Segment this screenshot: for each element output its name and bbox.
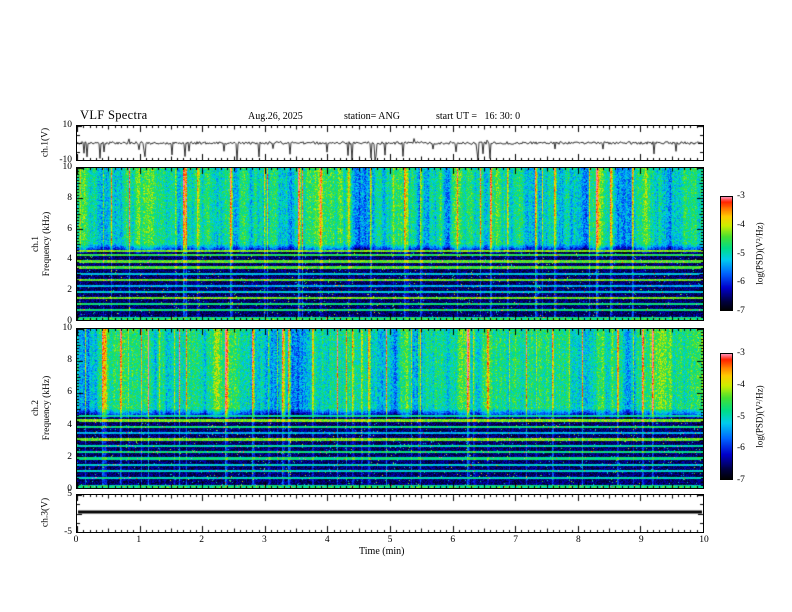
date-label: Aug.26, 2025 (248, 111, 303, 122)
freq-ytick: 10 (62, 323, 73, 333)
ch3-waveform-plot (77, 495, 703, 532)
freq-ytick: 6 (67, 223, 72, 234)
colorbar-tick: -4 (737, 379, 745, 390)
start-ut-label: start UT = 16: 30: 0 (436, 111, 521, 122)
time-xtick: 1 (136, 535, 142, 545)
freq-ytick: 2 (67, 451, 72, 462)
ch3-ytick: 5 (67, 489, 72, 499)
figure-title: VLF Spectra (80, 108, 148, 122)
time-xtick: 8 (576, 535, 581, 545)
ch2-spectrogram-plot (77, 329, 703, 488)
time-xtick: 7 (513, 535, 518, 545)
ch2-frequency-axis-label-line1: ch.2 (31, 399, 41, 417)
time-xtick: 2 (199, 535, 204, 545)
ch2-colorbar (720, 353, 733, 480)
time-xtick: 3 (262, 535, 267, 545)
ch1-spectrogram-panel (76, 167, 704, 321)
colorbar-tick: -6 (737, 443, 745, 454)
freq-ytick: 0 (67, 316, 72, 326)
freq-ytick: 0 (67, 484, 72, 494)
colorbar-tick: -3 (737, 191, 745, 201)
ch1-frequency-axis-label-line2: Frequency (kHz) (42, 211, 52, 277)
colorbar-tick: -7 (737, 306, 745, 316)
ch1-voltage-axis-label: ch.1(V) (40, 127, 51, 158)
ch1-colorbar-gradient (721, 197, 732, 310)
ch2-spectrogram-panel (76, 328, 704, 489)
freq-ytick: 8 (67, 192, 72, 203)
ch2-frequency-axis-label: ch.2 Frequency (kHz) (31, 343, 53, 473)
freq-ytick: 4 (67, 254, 72, 265)
time-xtick: 10 (699, 535, 709, 545)
time-xtick: 0 (73, 535, 79, 545)
time-xtick: 5 (387, 535, 393, 545)
ch1-colorbar (720, 196, 733, 311)
colorbar-tick: -6 (737, 277, 745, 288)
ch1-colorbar-label: log(PSD)(V²/Hz) (754, 222, 765, 285)
freq-ytick: 6 (67, 387, 72, 398)
ch3-voltage-axis-label: ch.3(V) (40, 497, 51, 528)
colorbar-tick: -7 (737, 475, 745, 485)
ch1-waveform-panel (76, 125, 704, 161)
ch1-ytick: 10 (62, 120, 73, 130)
freq-ytick: 2 (67, 285, 72, 296)
time-xtick: 6 (450, 535, 456, 545)
ch1-ytick: -10 (59, 155, 72, 165)
ch2-colorbar-gradient (721, 354, 732, 479)
ch3-waveform-panel (76, 494, 704, 533)
ch1-frequency-axis-label: ch.1 Frequency (kHz) (31, 179, 53, 309)
ch1-frequency-axis-label-line1: ch.1 (31, 235, 41, 253)
time-xtick: 9 (638, 535, 644, 545)
ch3-ytick: -5 (64, 527, 72, 537)
station-label: station= ANG (344, 111, 400, 122)
colorbar-tick: -4 (737, 219, 745, 230)
time-axis-label: Time (min) (359, 546, 405, 557)
ch2-frequency-axis-label-line2: Frequency (kHz) (42, 375, 52, 441)
colorbar-tick: -3 (737, 348, 745, 358)
colorbar-tick: -5 (737, 411, 745, 422)
ch1-waveform-plot (77, 126, 703, 160)
freq-ytick: 10 (62, 162, 73, 172)
ch2-colorbar-label: log(PSD)(V²/Hz) (754, 385, 765, 448)
freq-ytick: 4 (67, 419, 72, 430)
freq-ytick: 8 (67, 355, 72, 366)
colorbar-tick: -5 (737, 248, 745, 259)
time-xtick: 4 (324, 535, 330, 545)
ch1-spectrogram-plot (77, 168, 703, 320)
